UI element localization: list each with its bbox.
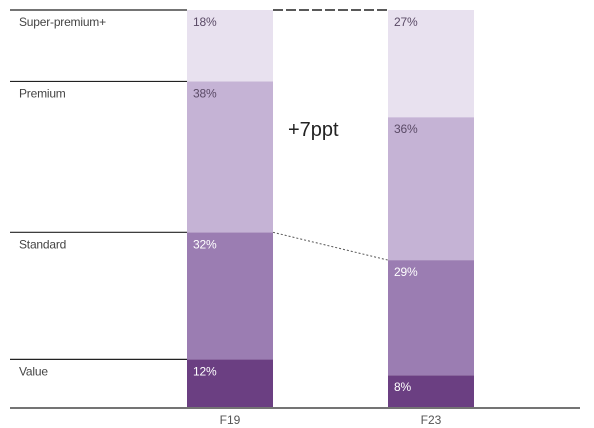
connector-line-standard (272, 231, 389, 261)
data-label-premium-f19: 38% (193, 86, 217, 100)
bar-premium-f23 (388, 117, 474, 261)
connector-lines (272, 9, 389, 261)
category-label-f23: F23 (421, 413, 442, 427)
data-label-standard-f19: 32% (193, 237, 217, 251)
tier-label-value: Value (19, 364, 48, 378)
tier-label-super-premium: Super-premium+ (19, 15, 106, 29)
tier-divider-lines (10, 9, 187, 360)
bar-value-f19 (187, 359, 273, 407)
data-label-standard-f23: 29% (394, 265, 418, 279)
bar-standard-f19 (187, 232, 273, 360)
category-label-f19: F19 (220, 413, 241, 427)
bar-value-f23 (388, 375, 474, 407)
change-annotation: +7ppt (288, 119, 339, 141)
data-label-super-premium-f23: 27% (394, 15, 418, 29)
bar-super-premium-f23 (388, 10, 474, 118)
tier-labels: Value Standard Premium Super-premium+ (19, 15, 106, 378)
tier-label-premium: Premium (19, 86, 66, 100)
bar-standard-f23 (388, 260, 474, 376)
category-labels: F19 F23 (220, 413, 442, 427)
tier-label-standard: Standard (19, 237, 66, 251)
bar-premium-f19 (187, 81, 273, 233)
bar-stacks: 12% 32% 38% 18% 8% 29% 36% 27% (187, 10, 474, 407)
data-label-premium-f23: 36% (394, 122, 418, 136)
data-label-value-f19: 12% (193, 364, 217, 378)
data-label-value-f23: 8% (394, 380, 411, 394)
data-label-super-premium-f19: 18% (193, 15, 217, 29)
bar-super-premium-f19 (187, 10, 273, 82)
